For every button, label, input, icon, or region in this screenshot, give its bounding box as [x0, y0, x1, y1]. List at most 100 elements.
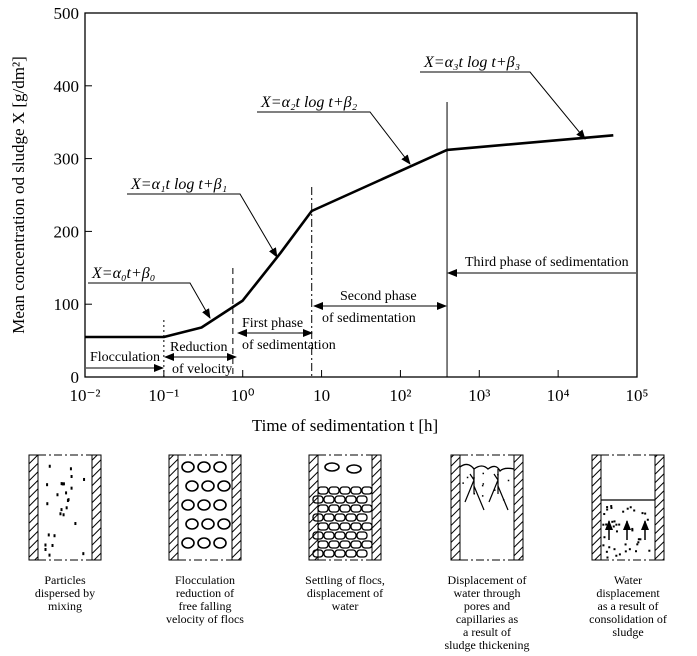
floc	[356, 531, 368, 540]
floc	[323, 549, 335, 558]
column-wall	[231, 454, 242, 561]
panel-caption: consolidation of	[589, 612, 667, 626]
particle	[74, 522, 77, 526]
floc	[317, 504, 329, 513]
particle	[635, 550, 638, 553]
floc	[181, 537, 195, 549]
phase-label: Second phase	[340, 289, 417, 304]
panel-caption: Settling of flocs,	[305, 573, 385, 587]
floc	[201, 480, 215, 492]
particle	[466, 476, 469, 479]
floc	[324, 462, 340, 472]
particle	[615, 530, 618, 533]
particle	[618, 523, 621, 526]
particle	[610, 506, 613, 509]
floc	[339, 522, 351, 531]
particle	[611, 520, 614, 523]
particle	[60, 508, 63, 512]
particle	[639, 538, 642, 541]
particle	[603, 513, 606, 516]
particle	[613, 520, 616, 523]
particle	[65, 506, 68, 510]
panel-caption: water	[332, 599, 359, 613]
particle	[48, 464, 51, 468]
y-axis-label: Mean concentration od sludge X [g/dm²]	[9, 56, 28, 334]
floc	[197, 461, 211, 473]
floc	[185, 480, 199, 492]
floc	[361, 504, 373, 513]
floc	[201, 518, 215, 530]
particle	[605, 550, 608, 553]
floc	[312, 531, 324, 540]
particle	[482, 483, 485, 485]
column-wall	[308, 454, 319, 561]
phase-label: Flocculation	[90, 350, 160, 365]
floc	[345, 513, 357, 522]
particle	[644, 512, 647, 515]
particle	[608, 546, 611, 549]
column-wall	[591, 454, 602, 561]
x-tick-label: 10⁰	[231, 386, 255, 405]
x-axis-label: Time of sedimentation t [h]	[252, 416, 438, 435]
curve	[85, 134, 614, 339]
formula: X=α₀t+β₀	[91, 265, 155, 282]
floc	[328, 522, 340, 531]
particle	[497, 473, 499, 476]
x-tick-label: 10⁵	[626, 386, 649, 405]
particle	[51, 543, 54, 547]
particle	[615, 523, 618, 526]
particle	[631, 527, 634, 530]
particle	[44, 547, 47, 551]
floc	[334, 513, 346, 522]
floc	[334, 531, 346, 540]
particle	[648, 549, 651, 552]
floc	[328, 504, 340, 513]
particle	[473, 477, 475, 479]
sludge-top	[459, 463, 515, 473]
particle	[65, 491, 68, 495]
panel-caption: capillaries as	[456, 612, 519, 626]
particle	[46, 502, 49, 506]
particle	[47, 533, 50, 537]
floc	[317, 486, 329, 495]
x-tick-label: 10²	[389, 386, 411, 405]
particle	[606, 508, 609, 511]
callout	[88, 282, 211, 319]
particle	[507, 479, 510, 482]
panel-caption: dispersed by	[35, 586, 95, 600]
particle	[605, 523, 608, 526]
floc	[356, 513, 368, 522]
panel-caption: a result of	[463, 625, 511, 639]
particle	[462, 482, 464, 484]
floc	[197, 499, 211, 511]
floc	[185, 518, 199, 530]
formula: X=α₁t log t+β₁	[130, 176, 227, 193]
particle	[494, 489, 496, 491]
particle	[48, 553, 51, 557]
floc	[356, 549, 368, 558]
phase-label: Reduction	[170, 340, 228, 355]
phase-label: of sedimentation	[322, 311, 416, 326]
particle	[603, 536, 606, 539]
particle	[56, 493, 59, 497]
callout	[420, 71, 586, 140]
floc	[334, 495, 346, 504]
particle	[624, 550, 627, 553]
particle	[629, 506, 632, 509]
floc	[323, 513, 335, 522]
formula: X=α₃t log t+β₃	[423, 54, 520, 71]
particle	[633, 509, 636, 512]
particle	[624, 543, 627, 546]
panel-caption: Displacement of	[448, 573, 527, 587]
particle	[61, 482, 64, 486]
panel-caption: pores and	[464, 599, 510, 613]
y-tick-label: 400	[54, 77, 80, 96]
floc	[323, 495, 335, 504]
x-tick-label: 10⁴	[547, 386, 570, 405]
column-wall	[371, 454, 382, 561]
column-wall	[28, 454, 39, 561]
particle	[70, 486, 73, 490]
y-tick-label: 200	[54, 222, 80, 241]
particle	[46, 483, 49, 487]
floc	[197, 537, 211, 549]
